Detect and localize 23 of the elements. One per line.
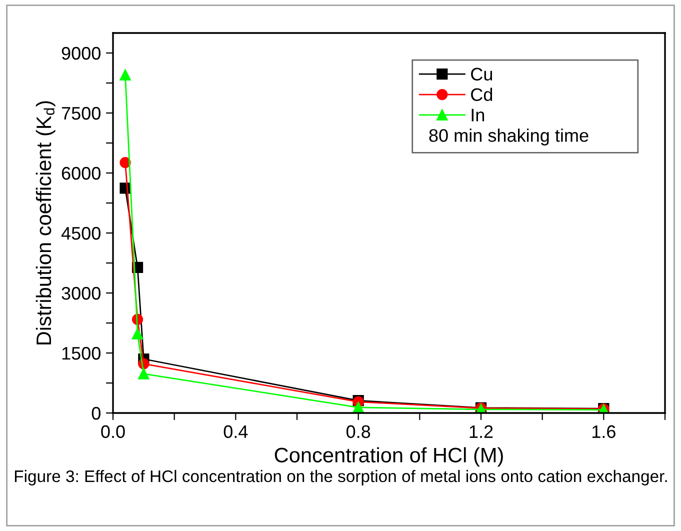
y-tick-label: 7500 [62,106,100,120]
legend-label: In [472,108,484,122]
y-tick-label: 1500 [62,346,100,360]
y-tick-label: 9000 [62,46,100,60]
point [138,368,150,380]
x-tick-label: 0.4 [224,425,248,438]
point [120,69,131,81]
x-tick-label: 0.0 [101,425,125,438]
legend-label: Cu [471,68,492,81]
x-tick-label: 1.2 [470,425,493,438]
x-tick-label: 1.6 [592,425,616,438]
y-tick-label: 0 [92,406,100,420]
x-tick-label: 0.8 [346,425,370,438]
y-axis-title: Distribution coefficient (K$_{d}$) [36,101,56,344]
y-tick-label: 3000 [62,286,100,300]
point [120,157,131,168]
annotation: 80 min shaking time [429,128,588,146]
x-axis-title: Concentration of HCl (M) [274,447,503,467]
y-tick-label: 6000 [62,166,100,180]
point [132,328,144,340]
legend-label: Cd [471,88,492,102]
y-tick-label: 4500 [61,226,100,240]
caption: Figure 3: Effect of HCl concentration on the sorption of metal ions onto cation exchanger. [14,470,667,486]
